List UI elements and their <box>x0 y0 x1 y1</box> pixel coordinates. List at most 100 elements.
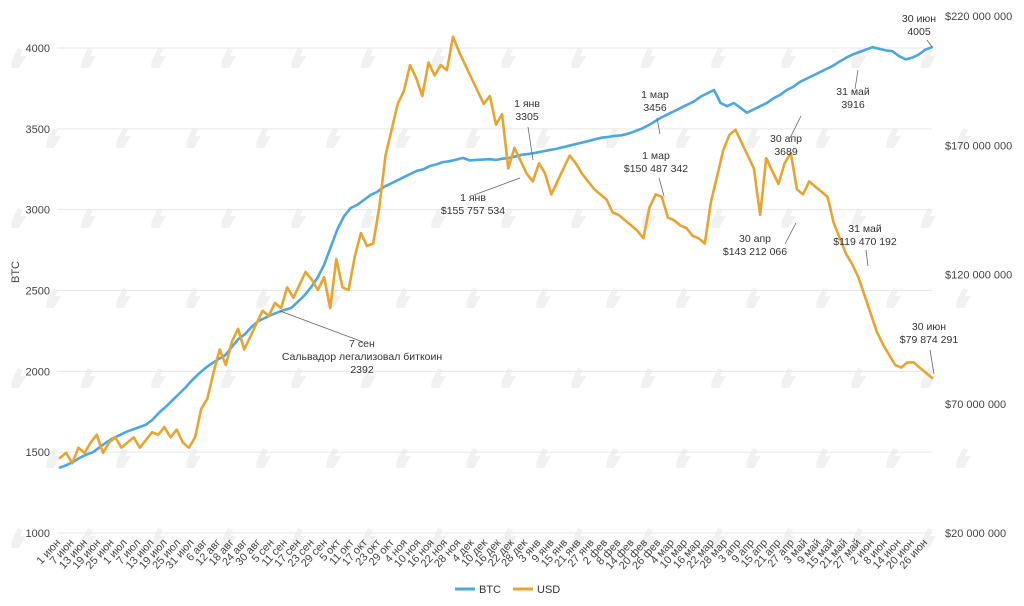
watermark-logo-icon <box>326 448 341 468</box>
y-tick-label-left: 1000 <box>26 528 50 540</box>
left-axis: 1000 1500 2000 2500 3000 3500 4000 <box>26 43 50 540</box>
watermark-logo-icon <box>746 128 761 148</box>
watermark-logo-icon <box>606 448 621 468</box>
y-tick-label-left: 3500 <box>26 124 50 136</box>
annotation-label: 1 мар <box>641 89 669 101</box>
watermark-logo-icon <box>781 528 796 548</box>
watermark-logo-icon <box>221 208 236 228</box>
watermark-logo-icon <box>81 48 96 68</box>
watermark-logo-icon <box>81 368 96 388</box>
watermark-logo-icon <box>291 368 306 388</box>
watermark-logo-icon <box>221 368 236 388</box>
annotation-label: 7 сен <box>349 338 375 350</box>
watermark-logo-icon <box>851 48 866 68</box>
watermark-logo-icon <box>326 128 341 148</box>
watermark-logo-icon <box>711 368 726 388</box>
series-line-usd <box>58 35 934 465</box>
annotation-leader-line <box>789 115 802 139</box>
watermark-logo-icon <box>81 528 96 548</box>
watermark-logo-icon <box>361 528 376 548</box>
watermark-logo-icon <box>781 208 796 228</box>
annotation-label: 3456 <box>643 102 667 114</box>
annotation-label: 30 июн <box>912 321 946 333</box>
watermark-logo-icon <box>116 288 131 308</box>
annotation-label: 1 янв <box>514 98 540 110</box>
watermark-logo-icon <box>466 128 481 148</box>
annotation-label: 3916 <box>841 99 865 111</box>
y-tick-label-right: $170 000 000 <box>945 140 1012 152</box>
annotation-leader-line <box>279 310 364 343</box>
y-tick-label-left: 4000 <box>26 43 50 55</box>
watermark-logo-icon <box>746 288 761 308</box>
annotation-leader-line <box>854 69 859 90</box>
y-tick-label-right: $120 000 000 <box>945 270 1012 282</box>
watermark-logo-icon <box>781 368 796 388</box>
watermark-logo-icon <box>641 48 656 68</box>
annotation-label: Сальвадор легализовал биткоин <box>282 351 443 363</box>
watermark-logo-icon <box>571 368 586 388</box>
y-tick-label-left: 3000 <box>26 205 50 217</box>
watermark-logo-icon <box>396 288 411 308</box>
watermark-logo-icon <box>221 528 236 548</box>
y-tick-label-right: $70 000 000 <box>945 399 1006 411</box>
watermark-logo-icon <box>11 528 26 548</box>
watermark-logo-icon <box>816 448 831 468</box>
annotation-label: 4005 <box>907 26 931 38</box>
watermark-logo-icon <box>396 448 411 468</box>
watermark-logo-icon <box>501 208 516 228</box>
watermark-logo-icon <box>291 48 306 68</box>
annotation-label: 1 мар <box>642 150 670 162</box>
y-tick-label-right: $220 000 000 <box>945 11 1012 23</box>
watermark-logo-icon <box>186 288 201 308</box>
watermark-logo-icon <box>956 448 971 468</box>
annotation-label: 31 май <box>848 223 882 235</box>
legend: BTC USD <box>455 584 560 596</box>
watermark-logo-icon <box>571 208 586 228</box>
watermark-logo-icon <box>151 48 166 68</box>
watermark-logo-icon <box>221 48 236 68</box>
watermark-logo-icon <box>81 208 96 228</box>
annotation-label: 3305 <box>515 111 539 123</box>
annotation-label: $79 874 291 <box>900 334 959 346</box>
y-tick-label-left: 2000 <box>26 366 50 378</box>
right-axis: $20 000 000 $70 000 000 $120 000 000 $170 0… <box>945 11 1012 540</box>
watermark-logo-icon <box>431 48 446 68</box>
annotation-label: 31 май <box>836 86 870 98</box>
watermark-logo-icon <box>501 368 516 388</box>
watermark-logo-icon <box>466 448 481 468</box>
watermark-logo-icon <box>466 288 481 308</box>
annotation-label: 30 апр <box>739 233 771 245</box>
watermark-logo-icon <box>851 528 866 548</box>
watermark-logo-icon <box>676 128 691 148</box>
watermark-logo-icon <box>256 128 271 148</box>
watermark-logo-icon <box>431 208 446 228</box>
annotation-leader-line <box>658 177 665 197</box>
annotation-leader-line <box>527 126 534 161</box>
watermark-logo-icon <box>921 48 936 68</box>
watermark-logo-icon <box>886 448 901 468</box>
watermark-logo-icon <box>606 128 621 148</box>
y-tick-label-right: $20 000 000 <box>945 528 1006 540</box>
watermark-logo-icon <box>571 48 586 68</box>
annotation-label: 2392 <box>350 364 374 376</box>
annotation-leader-line <box>865 249 869 267</box>
watermark-logo-icon <box>46 288 61 308</box>
watermark-logo-icon <box>186 448 201 468</box>
watermark-logo-icon <box>711 48 726 68</box>
watermark-logo-icon <box>921 208 936 228</box>
watermark-logo-icon <box>46 128 61 148</box>
watermark-logo-icon <box>361 48 376 68</box>
annotation-label: $150 487 342 <box>624 163 688 175</box>
watermark-logo-icon <box>361 368 376 388</box>
watermark-logo-icon <box>921 368 936 388</box>
watermark-logo-icon <box>361 208 376 228</box>
watermark-logo-icon <box>956 128 971 148</box>
watermark-logo-icon <box>151 528 166 548</box>
annotation-leader-line <box>784 222 797 245</box>
annotation-leader-line <box>926 39 933 48</box>
watermark-logo-icon <box>536 288 551 308</box>
annotation-label: 30 апр <box>770 133 802 145</box>
watermark-logo-icon <box>921 528 936 548</box>
